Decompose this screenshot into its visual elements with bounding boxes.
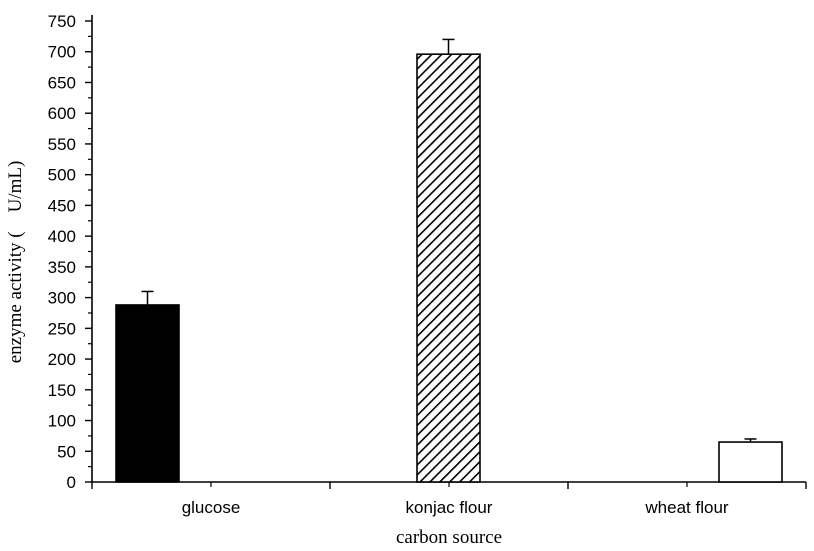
- axes: [85, 15, 807, 489]
- y-tick-label: 450: [48, 196, 76, 215]
- y-tick-label: 50: [57, 442, 76, 461]
- bar-glucose: [115, 304, 180, 483]
- y-tick-label: 550: [48, 135, 76, 154]
- y-tick-label: 400: [48, 227, 76, 246]
- x-category-label: wheat flour: [644, 498, 728, 517]
- x-category-label: konjac flour: [406, 498, 493, 517]
- y-tick-label: 700: [48, 43, 76, 62]
- y-tick-label: 200: [48, 350, 76, 369]
- labels: 0 50 100 150 200 250 300 350 400 450 500 550 600 650 7…: [48, 12, 729, 517]
- y-axis-title: enzyme activity ( U/mL): [5, 161, 26, 364]
- x-category-label: glucose: [182, 498, 241, 517]
- x-axis-title: carbon source: [396, 527, 502, 548]
- y-tick-label: 500: [48, 166, 76, 185]
- bar-konjac-flour: [416, 53, 481, 483]
- y-tick-label: 0: [67, 473, 76, 492]
- y-tick-label: 650: [48, 73, 76, 92]
- bars: [115, 38, 783, 483]
- bar-wheat-flour: [718, 441, 783, 483]
- y-tick-label: 300: [48, 289, 76, 308]
- y-tick-label: 100: [48, 412, 76, 431]
- y-tick-label: 250: [48, 319, 76, 338]
- y-tick-label: 150: [48, 381, 76, 400]
- y-tick-label: 600: [48, 104, 76, 123]
- y-tick-label: 350: [48, 258, 76, 277]
- y-tick-label: 750: [48, 12, 76, 31]
